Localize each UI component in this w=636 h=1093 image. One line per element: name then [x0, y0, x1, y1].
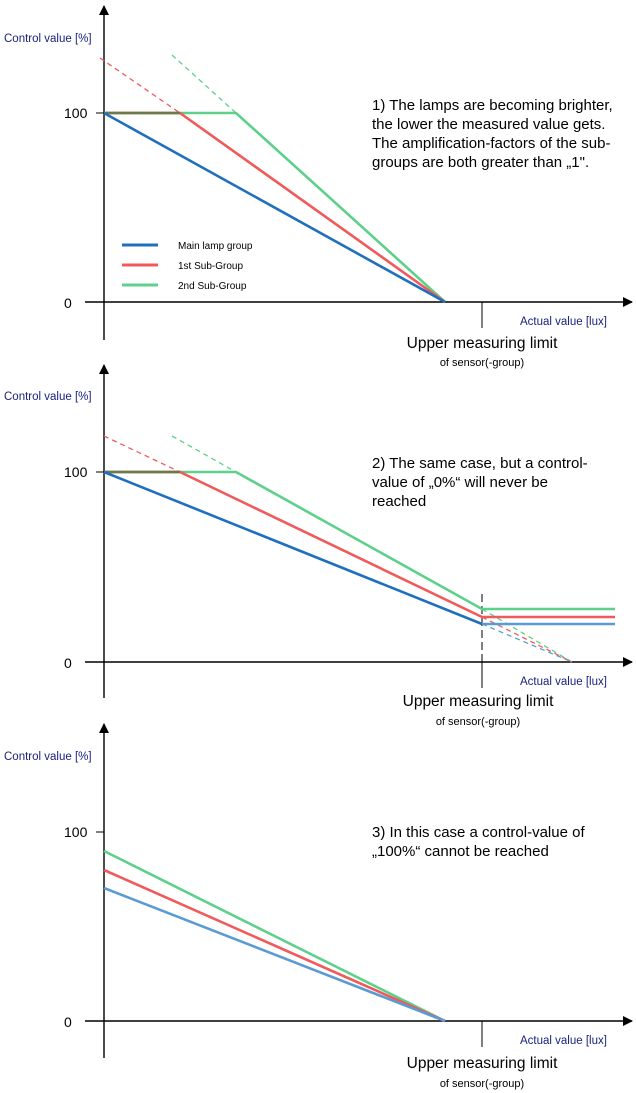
- limit-sublabel-1: of sensor(-group): [440, 357, 524, 369]
- limit-label-1: Upper measuring limit: [407, 335, 558, 352]
- x-axis-label-2: Actual value [lux]: [520, 676, 607, 688]
- note-2-line-3: reached: [372, 493, 426, 510]
- y-tick-label-100-3: 100: [64, 824, 88, 840]
- x-axis-label-3: Actual value [lux]: [520, 1035, 607, 1047]
- main-line-3: [103, 886, 446, 1023]
- x-axis-label-1: Actual value [lux]: [520, 316, 607, 328]
- legend: Main lamp group 1st Sub-Group 2nd Sub-Gr…: [122, 241, 253, 292]
- limit-sublabel-2: of sensor(-group): [436, 716, 520, 728]
- main-line-2: [103, 470, 483, 626]
- sub2-line-3: [103, 849, 446, 1023]
- limit-label-2: Upper measuring limit: [403, 693, 554, 710]
- note-1-line-1: 1) The lamps are becoming brighter,: [372, 97, 613, 114]
- y-tick-label-0-1: 0: [64, 295, 72, 311]
- main-line-1: [103, 111, 446, 304]
- y-tick-label-0-2: 0: [64, 655, 72, 671]
- legend-label-sub2: 2nd Sub-Group: [178, 281, 247, 292]
- sub1-dashed-2: [103, 435, 181, 473]
- panel-3: Control value [%] Actual value [lux] 100…: [4, 723, 633, 1090]
- sub1-dashed-tail-2: [481, 616, 573, 663]
- panel-2: Control value [%] Actual value [lux] 100…: [4, 364, 633, 728]
- y-axis-label-2: Control value [%]: [4, 391, 92, 403]
- limit-label-3: Upper measuring limit: [407, 1055, 558, 1072]
- note-3-line-2: „100%“ cannot be reached: [372, 843, 549, 860]
- sub1-line-3: [103, 868, 446, 1023]
- panel-1: Control value [%] Actual value [lux] 100…: [4, 5, 633, 369]
- note-1-line-3: The amplification-factors of the sub-: [372, 135, 610, 152]
- y-tick-label-0-3: 0: [64, 1014, 72, 1030]
- note-2-line-2: value of „0%“ will never be: [372, 474, 548, 491]
- legend-label-main: Main lamp group: [178, 241, 253, 252]
- y-tick-label-100-1: 100: [64, 105, 88, 121]
- y-tick-label-100-2: 100: [64, 464, 88, 480]
- sub2-dashed-1: [171, 54, 237, 114]
- sub2-line-2: [104, 470, 615, 611]
- main-dashed-tail-2: [481, 623, 573, 663]
- y-axis-label-3: Control value [%]: [4, 751, 92, 763]
- note-1-line-2: the lower the measured value gets.: [372, 116, 605, 133]
- note-2-line-1: 2) The same case, but a control-: [372, 455, 588, 472]
- limit-sublabel-3: of sensor(-group): [440, 1078, 524, 1090]
- y-axis-label-1: Control value [%]: [4, 33, 92, 45]
- sub1-dashed-1: [99, 57, 181, 114]
- note-3-line-1: 3) In this case a control-value of: [372, 824, 585, 841]
- note-1-line-4: groups are both greater than „1".: [372, 154, 589, 171]
- legend-label-sub1: 1st Sub-Group: [178, 261, 243, 272]
- sub1-line-2: [104, 470, 615, 619]
- sub2-dashed-2: [171, 435, 237, 473]
